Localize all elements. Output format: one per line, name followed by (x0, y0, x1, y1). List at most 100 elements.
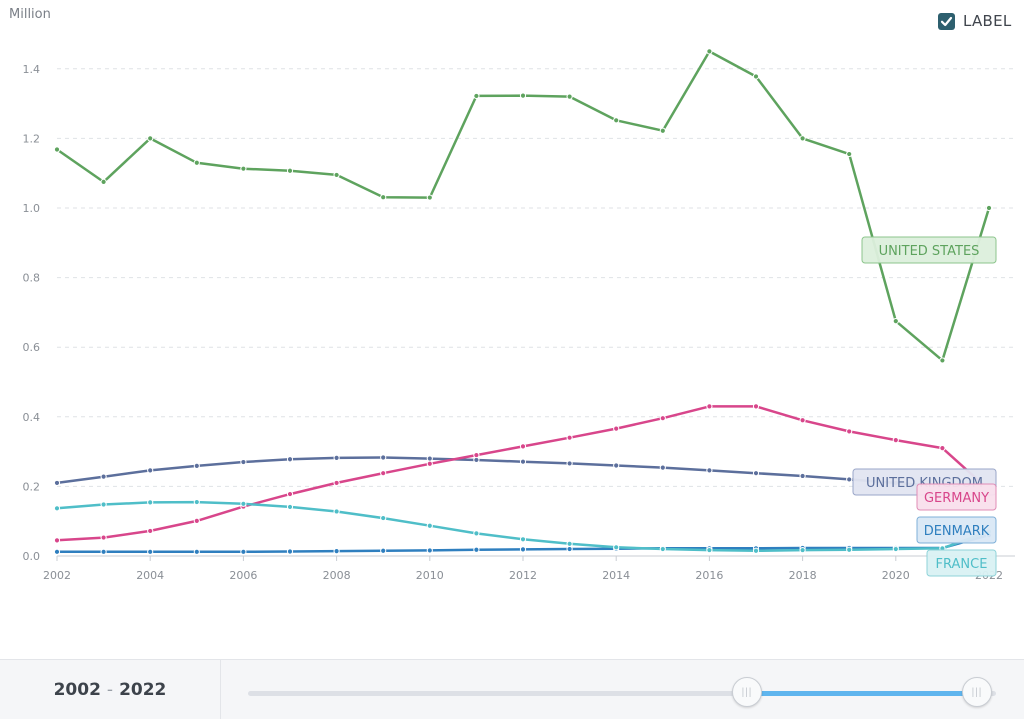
data-point-united-states (566, 93, 573, 100)
data-point-united-states (752, 73, 760, 80)
data-point-united-kingdom (613, 462, 620, 469)
x-tick-label: 2014 (602, 569, 630, 582)
data-point-united-states (380, 194, 387, 201)
data-point-germany (519, 443, 527, 450)
data-point-france (240, 500, 247, 507)
data-point-france (147, 499, 154, 506)
year-separator: - (106, 679, 114, 700)
data-point-germany (473, 451, 480, 459)
data-point-united-kingdom (100, 473, 107, 480)
data-point-united-kingdom (53, 479, 61, 487)
x-tick-label: 2004 (136, 569, 164, 582)
data-point-denmark (519, 546, 527, 553)
data-point-france (286, 503, 294, 511)
data-point-germany (892, 437, 899, 444)
slider-end-handle[interactable]: ||| (962, 677, 992, 707)
series-label-box (916, 516, 997, 544)
x-tick-label: 2018 (789, 569, 817, 582)
data-point-denmark (286, 548, 294, 555)
data-point-france (613, 544, 620, 551)
x-tick-label: 2010 (416, 569, 444, 582)
year-end: 2022 (119, 679, 167, 700)
series-lines (53, 48, 993, 555)
x-tick-label: 2006 (229, 569, 257, 582)
series-label-box (861, 236, 997, 264)
x-tick-label: 2012 (509, 569, 537, 582)
data-point-denmark (473, 546, 480, 553)
data-point-denmark (426, 547, 433, 554)
series-label-text: DENMARK (924, 524, 990, 539)
x-tick-label: 2020 (882, 569, 910, 582)
data-point-france (333, 508, 340, 515)
data-point-germany (147, 527, 154, 535)
year-range-display: 2002 - 2022 (0, 660, 221, 719)
slider-selected-range (746, 691, 976, 696)
slider-start-handle[interactable]: ||| (732, 677, 762, 707)
y-tick-label: 0.2 (23, 480, 41, 493)
data-point-france (799, 546, 806, 554)
data-point-united-states (473, 92, 480, 100)
x-tick-label: 2008 (323, 569, 351, 582)
year-start: 2002 (53, 679, 101, 700)
series-line-france (55, 500, 991, 553)
data-point-france (752, 547, 760, 554)
gridlines (57, 68, 1015, 487)
y-tick-label: 1.0 (23, 202, 41, 215)
data-point-denmark (566, 545, 573, 553)
series-label-text: GERMANY (924, 491, 989, 506)
data-point-germany (939, 445, 946, 452)
data-point-united-states (985, 204, 993, 212)
y-tick-label: 0.4 (23, 411, 41, 424)
label-toggle[interactable]: LABEL (938, 12, 1012, 30)
data-point-france (380, 514, 387, 522)
data-point-germany (613, 425, 620, 432)
data-point-germany (799, 417, 806, 424)
data-point-denmark (53, 548, 61, 555)
data-point-france (846, 546, 853, 553)
axes: 0.0 0.2 0.4 0.6 0.8 1.0 1.2 1.4 2002 2004 2006 2008… (23, 63, 1015, 582)
data-point-united-states (799, 135, 806, 142)
data-point-germany (659, 415, 666, 422)
data-point-germany (286, 490, 294, 498)
check-icon (940, 16, 953, 26)
series-label-text: FRANCE (936, 557, 988, 572)
data-point-united-kingdom (286, 456, 294, 463)
data-point-united-states (892, 318, 899, 325)
data-point-united-states (193, 159, 200, 166)
data-point-denmark (380, 547, 387, 554)
data-point-germany (566, 434, 573, 441)
label-checkbox[interactable] (938, 12, 955, 30)
data-point-united-kingdom (519, 458, 527, 465)
series-label-united-states: UNITED STATES (861, 236, 997, 264)
y-tick-label: 1.4 (23, 63, 41, 76)
series-label-box (916, 483, 997, 511)
data-point-germany (380, 470, 387, 477)
data-point-france (473, 530, 480, 537)
series-label-text: UNITED STATES (879, 244, 980, 259)
data-point-denmark (193, 548, 200, 555)
data-point-united-kingdom (566, 460, 573, 467)
data-point-france (53, 505, 61, 512)
data-point-united-kingdom (426, 455, 433, 462)
line-chart: 0.0 0.2 0.4 0.6 0.8 1.0 1.2 1.4 2002 2004 2006 2008… (23, 48, 1015, 582)
data-point-france (566, 540, 573, 547)
series-label-box (926, 549, 997, 577)
data-point-united-states (286, 167, 294, 174)
data-point-denmark (333, 548, 340, 555)
data-point-united-kingdom (706, 467, 713, 474)
data-point-united-kingdom (333, 454, 340, 461)
data-point-united-states (659, 127, 666, 134)
data-point-united-states (613, 117, 620, 124)
y-tick-label: 1.2 (23, 132, 41, 145)
series-label-france: FRANCE (926, 549, 997, 577)
data-point-denmark (147, 548, 154, 555)
series-label-germany: GERMANY (916, 483, 997, 511)
x-tick-label: 2002 (43, 569, 71, 582)
y-tick-label: 0.6 (23, 341, 41, 354)
data-point-germany (100, 534, 107, 541)
year-range-slider[interactable]: ||| ||| (248, 677, 996, 707)
data-point-germany (333, 479, 340, 487)
data-point-france (426, 522, 433, 529)
data-point-united-kingdom (147, 467, 154, 474)
